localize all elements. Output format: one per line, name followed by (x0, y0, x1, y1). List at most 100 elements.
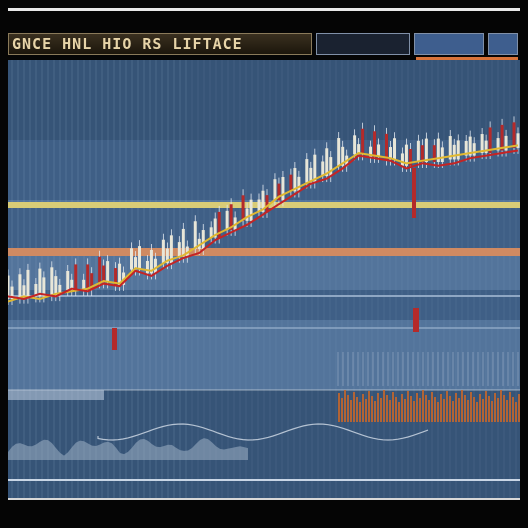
volume-bar (461, 390, 463, 422)
volume-bar (446, 391, 448, 422)
candle (416, 140, 420, 162)
candle (130, 248, 133, 270)
volume-bar (497, 398, 499, 422)
oscillator-header (8, 390, 104, 400)
chart-panel[interactable] (8, 60, 520, 498)
candle (432, 145, 436, 162)
candle (281, 177, 285, 201)
volume-bar (458, 398, 460, 422)
title-bar: GNCE HNL HIO RS LIFTACE (8, 33, 312, 55)
candle (261, 190, 265, 212)
candle (58, 284, 62, 296)
candle (321, 161, 325, 177)
band-0 (8, 60, 520, 140)
candle (241, 195, 245, 221)
candle (277, 183, 281, 201)
volume-bar (377, 393, 379, 422)
top-divider (8, 8, 520, 11)
volume-bar (452, 401, 454, 422)
candle (389, 147, 392, 160)
candle (18, 274, 22, 298)
volume-bar (491, 401, 493, 422)
band-5 (8, 290, 520, 320)
band-6 (8, 320, 520, 390)
volume-bar (359, 402, 361, 422)
volume-bar (494, 393, 496, 422)
volume-bar (512, 397, 514, 422)
toolbar-button-small[interactable] (488, 33, 518, 55)
volume-bar (350, 400, 352, 422)
candle (209, 227, 213, 238)
candle (118, 263, 122, 285)
spike-candle-left (112, 328, 117, 350)
volume-bar (371, 396, 373, 422)
volume-bar (356, 397, 358, 422)
candle (10, 286, 14, 299)
candle (496, 138, 500, 151)
price-chart[interactable] (8, 60, 520, 498)
volume-bar (464, 395, 466, 422)
volume-bar (368, 391, 370, 422)
candle (149, 249, 153, 274)
volume-bar (434, 397, 436, 422)
candle (8, 275, 10, 299)
volume-bar (410, 396, 412, 422)
volume-bar (389, 400, 391, 422)
volume-bar (416, 393, 418, 422)
candle (452, 144, 456, 160)
candle (357, 144, 361, 155)
red-ma-line (8, 149, 519, 301)
candle (229, 204, 233, 230)
candle (341, 146, 345, 166)
volume-bar (398, 402, 400, 422)
window-title: GNCE HNL HIO RS LIFTACE (12, 35, 243, 53)
toolbar-field[interactable] (316, 33, 410, 55)
volume-bar (422, 390, 424, 422)
volume-bar (407, 391, 409, 422)
volume-bar (440, 394, 442, 422)
candle (516, 133, 520, 148)
volume-bar (428, 400, 430, 422)
yellow-ma-line (8, 144, 519, 303)
volume-bar (515, 402, 517, 422)
candle (66, 271, 70, 290)
bottom-divider (8, 498, 520, 500)
volume-bar (401, 394, 403, 422)
toolbar-button[interactable] (414, 33, 484, 55)
volume-bar (365, 399, 367, 422)
candle (468, 136, 472, 156)
candle (484, 140, 488, 154)
candle (90, 273, 94, 290)
candle (512, 122, 516, 148)
candle (134, 257, 137, 270)
volume-bar (482, 399, 484, 422)
volume-bar (413, 401, 415, 422)
candle (201, 230, 205, 250)
candle (161, 239, 165, 264)
candle (424, 138, 428, 162)
volume-bar (476, 402, 478, 422)
oscillator-area (8, 438, 248, 460)
candle (26, 269, 30, 298)
candle (102, 265, 106, 283)
candle (361, 128, 365, 155)
volume-bar (338, 393, 340, 422)
candle (38, 268, 42, 297)
candle (265, 195, 269, 212)
volume-bar (392, 392, 394, 422)
moving-average-lines (8, 144, 519, 303)
candle (98, 256, 102, 283)
candle (297, 176, 301, 192)
candle (50, 267, 54, 296)
volume-bar (419, 398, 421, 422)
spike-candle (412, 168, 416, 218)
volume-bar (347, 395, 349, 422)
candle (440, 147, 444, 162)
candle (185, 246, 189, 257)
volume-bar (485, 391, 487, 422)
candle (74, 264, 78, 290)
volume-bar (518, 394, 520, 422)
candle (22, 285, 26, 298)
candle (456, 140, 460, 160)
candle (500, 124, 504, 151)
